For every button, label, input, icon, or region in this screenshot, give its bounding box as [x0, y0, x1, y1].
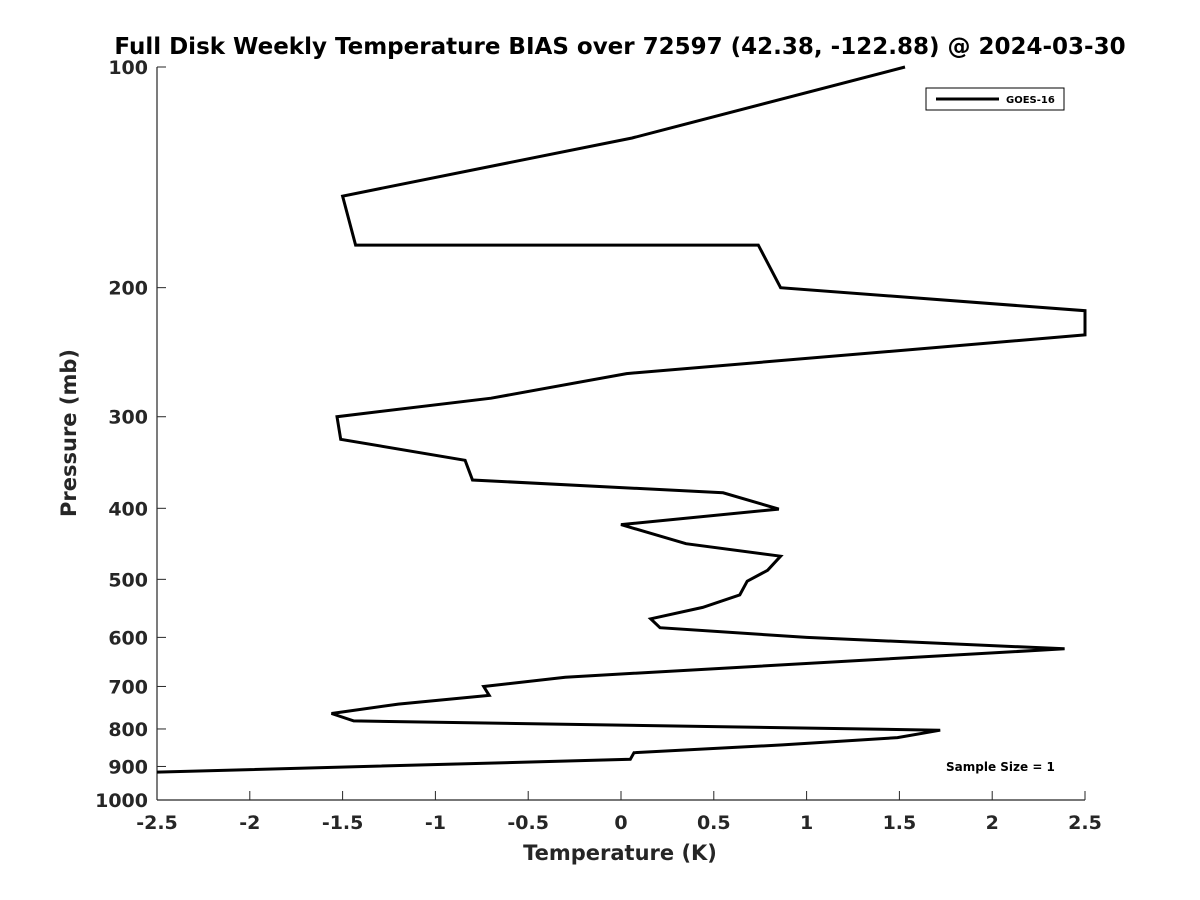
y-tick-label: 200 [108, 278, 148, 300]
x-tick-label: 0 [614, 812, 627, 834]
legend: GOES-16 [925, 87, 1065, 111]
x-tick-label: 1.5 [883, 812, 917, 834]
y-tick-label: 800 [108, 719, 148, 741]
y-tick-label: 900 [108, 756, 148, 778]
y-tick-label: 1000 [95, 790, 148, 812]
y-tick-label: 700 [108, 676, 148, 698]
x-axis-label: Temperature (K) [523, 841, 717, 865]
x-tick-label: 2 [986, 812, 999, 834]
y-tick-label: 500 [108, 569, 148, 591]
x-tick-label: 0.5 [697, 812, 731, 834]
y-tick-label: 400 [108, 498, 148, 520]
legend-label-goes-16: GOES-16 [1006, 95, 1055, 106]
series-line-goes-16 [156, 65, 1087, 774]
x-tick-label: -1.5 [322, 812, 364, 834]
x-tick-label: 1 [800, 812, 813, 834]
sample-size-note: Sample Size = 1 [946, 760, 1055, 774]
y-tick-label: 600 [108, 627, 148, 649]
x-tick-label: -0.5 [507, 812, 549, 834]
x-tick-label: 2.5 [1068, 812, 1102, 834]
x-tick-label: -2 [239, 812, 260, 834]
axes: -2.5 -2 -1.5 -1 -0.5 0 0.5 1 1.5 2 2.5 100 200 300 400… [95, 57, 1102, 834]
x-tick-label: -1 [425, 812, 446, 834]
y-tick-label: 300 [108, 407, 148, 429]
y-tick-label: 100 [108, 57, 148, 79]
y-axis-label: Pressure (mb) [57, 349, 81, 517]
plot-area [156, 65, 1087, 774]
chart-title: Full Disk Weekly Temperature BIAS over 7… [114, 34, 1125, 60]
x-tick-label: -2.5 [136, 812, 178, 834]
